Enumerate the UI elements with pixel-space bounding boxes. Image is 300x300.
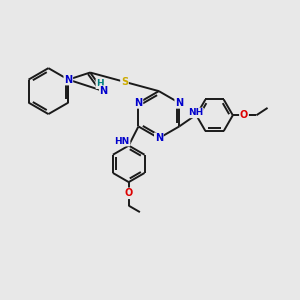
Text: N: N: [155, 133, 163, 143]
Text: N: N: [134, 98, 142, 108]
Text: N: N: [175, 98, 183, 108]
Text: O: O: [240, 110, 248, 120]
Text: HN: HN: [114, 137, 130, 146]
Text: S: S: [121, 77, 128, 87]
Text: N: N: [100, 86, 108, 96]
Text: H: H: [96, 79, 104, 88]
Text: O: O: [124, 188, 133, 198]
Text: N: N: [64, 75, 72, 85]
Text: NH: NH: [188, 108, 203, 117]
